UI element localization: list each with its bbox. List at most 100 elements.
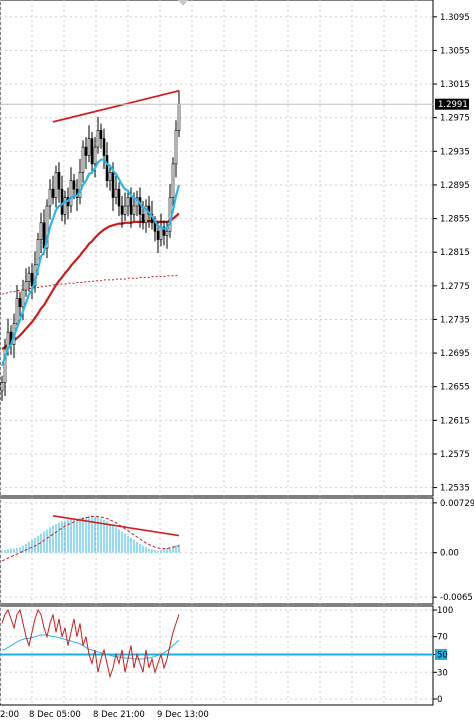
- candle-body: [102, 138, 106, 156]
- candle-body: [30, 272, 34, 287]
- price-tick-label: 1.3015: [440, 80, 470, 90]
- candle-body: [51, 188, 55, 198]
- candle-body: [54, 172, 58, 198]
- candle-body: [87, 138, 91, 156]
- rsi-tick-label: 30: [437, 668, 448, 678]
- candle-body: [99, 130, 103, 140]
- time-label: 9 Dec 13:00: [157, 710, 209, 720]
- current-price-label: 1.2991: [438, 100, 468, 110]
- candle-body: [165, 230, 169, 236]
- candle-body: [126, 197, 130, 207]
- candle-body: [45, 205, 49, 249]
- macd-divergence-line: [52, 515, 180, 537]
- candle-body: [39, 222, 43, 240]
- candle-body: [120, 205, 124, 215]
- rsi-signal-line: [1, 634, 180, 660]
- candle-body: [111, 172, 115, 198]
- macd-tick-label: 0.00: [440, 549, 459, 559]
- macd-histogram: [1, 515, 180, 553]
- macd-panel-frame: [0, 497, 434, 605]
- candle-body: [84, 146, 88, 156]
- candle-body: [162, 226, 166, 236]
- candle-body: [78, 172, 82, 198]
- candle-body: [177, 103, 181, 131]
- candle-body: [18, 298, 22, 308]
- candle-body: [93, 146, 97, 165]
- candle-body: [48, 188, 52, 207]
- candle-body: [114, 188, 118, 198]
- time-label: 8 Dec 05:00: [29, 710, 81, 720]
- rsi-signal-path: [1, 634, 180, 660]
- time-label: 2:00: [0, 710, 19, 720]
- rsi-tick-label: 0: [437, 695, 442, 705]
- candle-body: [57, 172, 61, 190]
- scroll-marker-icon[interactable]: [178, 0, 188, 6]
- macd-signal-path: [1, 516, 180, 562]
- candle-body: [24, 281, 28, 291]
- candle-body: [96, 130, 100, 148]
- price-divergence-line: [52, 89, 180, 123]
- price-tick-label: 1.2535: [440, 484, 470, 494]
- candle-body: [156, 230, 160, 240]
- macd-grid: [0, 498, 433, 604]
- candle-body: [63, 197, 67, 215]
- time-axis: 2:00 8 Dec 05:00 8 Dec 21:00 9 Dec 13:00: [0, 710, 209, 720]
- rsi-level-label-box: [435, 649, 447, 660]
- candle-body: [81, 146, 85, 173]
- candle-body: [42, 222, 46, 249]
- price-tick-label: 1.2935: [440, 147, 470, 157]
- price-trendline[interactable]: [52, 89, 180, 123]
- price-tick-label: 1.3055: [440, 46, 470, 56]
- price-candles: [0, 90, 181, 401]
- rsi-tick-label: 100: [437, 606, 453, 616]
- candle-body: [129, 197, 133, 215]
- macd-axis: 0.00729 0.00 -0.0065: [433, 499, 474, 603]
- macd-tick-label: -0.0065: [440, 593, 473, 603]
- candle-body: [36, 239, 40, 266]
- price-panel[interactable]: [0, 0, 434, 497]
- price-tick-label: 1.2655: [440, 383, 470, 393]
- price-tick-label: 1.2895: [440, 181, 470, 191]
- time-label: 8 Dec 21:00: [93, 710, 145, 720]
- price-tick-label: 1.2855: [440, 215, 470, 225]
- long-moving-average: [1, 274, 180, 295]
- rsi-line: [1, 608, 180, 679]
- candle-body: [15, 298, 19, 324]
- rsi-axis: 100 70 50 30 0: [433, 606, 453, 705]
- candle-body: [159, 226, 163, 240]
- candle-body: [117, 188, 121, 207]
- macd-panel[interactable]: [0, 497, 434, 605]
- candle-body: [108, 172, 112, 182]
- rsi-panel[interactable]: [0, 605, 434, 706]
- price-tick-label: 1.2735: [440, 316, 470, 326]
- price-tick-label: 1.2815: [440, 248, 470, 258]
- macd-tick-label: 0.00729: [440, 499, 474, 509]
- price-axis: 1.3095 1.3055 1.3015 1.2975 1.2935 1.2895 1.28…: [433, 13, 470, 494]
- price-tick-label: 1.2775: [440, 282, 470, 292]
- price-tick-label: 1.3095: [440, 13, 470, 23]
- current-price-label-box: [435, 98, 469, 110]
- candle-body: [123, 205, 127, 215]
- candle-body: [174, 130, 178, 165]
- candle-body: [72, 180, 76, 190]
- rsi-grid: [0, 606, 433, 705]
- candle-body: [21, 289, 25, 308]
- price-grid: [0, 0, 433, 496]
- candle-body: [144, 205, 148, 224]
- macd-trendline[interactable]: [52, 515, 180, 537]
- rsi-tick-label: 70: [437, 633, 448, 643]
- price-tick-label: 1.2575: [440, 450, 470, 460]
- candle-body: [60, 188, 64, 215]
- candle-body: [105, 155, 109, 182]
- price-tick-label: 1.2975: [440, 114, 470, 124]
- candle-body: [171, 163, 175, 198]
- candle-body: [27, 272, 31, 282]
- rsi-tick-label: 50: [437, 651, 448, 661]
- price-tick-label: 1.2615: [440, 416, 470, 426]
- candle-body: [3, 348, 7, 383]
- candle-body: [69, 180, 73, 207]
- long-ma-line: [1, 274, 180, 295]
- macd-signal-line: [1, 516, 180, 562]
